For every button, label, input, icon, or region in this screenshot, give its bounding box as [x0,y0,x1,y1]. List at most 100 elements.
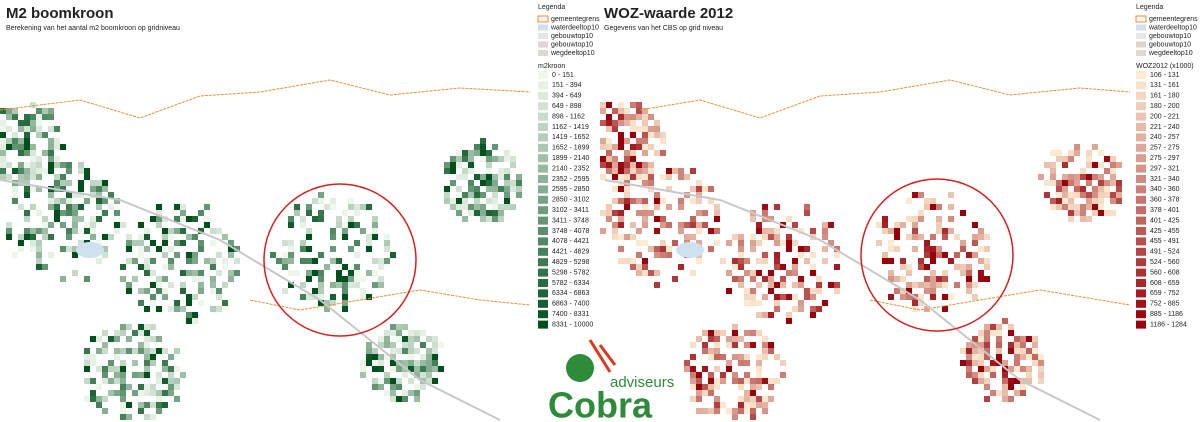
grid-cell [288,252,294,258]
grid-cell [48,138,54,144]
grid-cell [792,240,798,246]
grid-cell [150,324,156,330]
grid-cell [6,114,12,120]
grid-cell [60,144,66,150]
grid-cell [1026,372,1032,378]
grid-cell [612,210,618,216]
grid-cell [114,378,120,384]
grid-cell [714,330,720,336]
grid-cell [912,216,918,222]
grid-cell [732,414,738,420]
grid-cell [990,360,996,366]
grid-cell [492,174,498,180]
grid-cell [36,132,42,138]
grid-cell [348,198,354,204]
grid-cell [762,408,768,414]
grid-cell [114,330,120,336]
grid-cell [486,156,492,162]
grid-cell [0,156,6,162]
grid-cell [84,354,90,360]
grid-cell [324,264,330,270]
grid-cell [126,240,132,246]
grid-cell [624,186,630,192]
grid-cell [1092,186,1098,192]
grid-cell [120,366,126,372]
grid-cell [1020,336,1026,342]
grid-cell [714,348,720,354]
legend-swatch [1136,164,1146,173]
grid-cell [738,396,744,402]
grid-cell [720,372,726,378]
grid-cell [36,252,42,258]
grid-cell [960,246,966,252]
legend-swatch [537,15,549,23]
grid-cell [792,222,798,228]
grid-cell [222,234,228,240]
grid-cell [894,246,900,252]
grid-cell [12,192,18,198]
grid-cell [180,210,186,216]
grid-cell [822,222,828,228]
grid-cell [690,216,696,222]
grid-cell [972,294,978,300]
grid-cell [630,258,636,264]
grid-cell [612,126,618,132]
grid-cell [702,342,708,348]
grid-cell [288,222,294,228]
grid-cell [426,360,432,366]
grid-cell [792,264,798,270]
grid-cell [792,270,798,276]
grid-cell [768,270,774,276]
grid-cell [966,276,972,282]
grid-cell [762,396,768,402]
grid-cell [732,276,738,282]
grid-cell [450,204,456,210]
grid-cell [426,366,432,372]
grid-cell [318,300,324,306]
grid-cell [624,204,630,210]
grid-cell [72,216,78,222]
grid-cell [30,204,36,210]
grid-cell [504,204,510,210]
grid-cell [636,144,642,150]
grid-cell [894,228,900,234]
grid-cell [24,132,30,138]
grid-cell [642,198,648,204]
logo-tagline: adviseurs [610,374,674,391]
grid-cell [72,204,78,210]
grid-cell [942,252,948,258]
grid-cell [306,276,312,282]
grid-cell [36,174,42,180]
grid-cell [60,246,66,252]
grid-cell [432,360,438,366]
legend-label: gebouwtop10 [1149,41,1191,48]
grid-cell [354,240,360,246]
grid-cell [774,378,780,384]
grid-cell [1014,348,1020,354]
grid-cell [24,138,30,144]
grid-cell [222,264,228,270]
grid-cell [726,240,732,246]
grid-cell [132,360,138,366]
grid-cell [360,228,366,234]
grid-cell [120,360,126,366]
grid-cell [438,366,444,372]
grid-cell [126,324,132,330]
grid-cell [960,360,966,366]
grid-cell [696,372,702,378]
grid-cell [690,378,696,384]
grid-cell [642,144,648,150]
grid-cell [648,168,654,174]
grid-cell [138,372,144,378]
grid-cell [972,360,978,366]
grid-cell [1032,354,1038,360]
grid-cell [426,354,432,360]
grid-cell [126,258,132,264]
grid-cell [372,354,378,360]
grid-cell [1086,192,1092,198]
grid-cell [1104,156,1110,162]
legend-label: 1899 - 2140 [552,155,589,162]
grid-cell [642,132,648,138]
grid-cell [54,198,60,204]
grid-cell [882,216,888,222]
